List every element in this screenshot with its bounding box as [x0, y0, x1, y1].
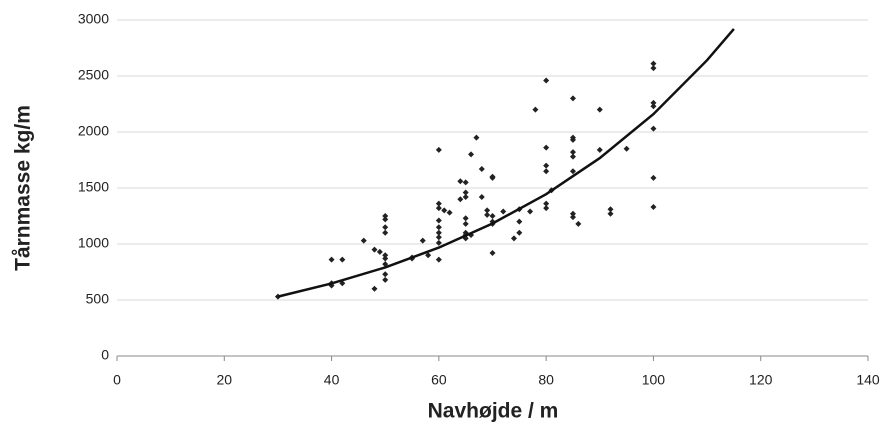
point	[382, 213, 389, 219]
point	[382, 276, 389, 283]
x-tick-label: 60	[431, 372, 447, 388]
point	[575, 220, 582, 227]
point	[650, 204, 657, 211]
point	[484, 207, 491, 214]
y-tick-label: 500	[86, 291, 110, 307]
point	[569, 149, 576, 156]
point	[473, 134, 480, 141]
point	[457, 196, 464, 203]
point	[462, 189, 469, 196]
point	[382, 255, 389, 262]
point	[527, 208, 534, 215]
point	[569, 210, 576, 217]
point	[382, 224, 389, 231]
point	[419, 237, 426, 244]
point	[607, 206, 614, 213]
point	[543, 77, 550, 84]
point	[435, 217, 442, 224]
point	[462, 179, 469, 186]
point	[532, 106, 539, 113]
point	[435, 200, 442, 207]
point	[569, 214, 576, 221]
point	[543, 144, 550, 151]
point	[543, 162, 550, 169]
x-tick-label: 80	[538, 372, 554, 388]
point	[376, 248, 383, 255]
point	[489, 249, 496, 256]
point	[441, 207, 448, 214]
point	[435, 224, 442, 231]
point	[650, 125, 657, 132]
point	[382, 271, 389, 278]
point	[371, 285, 378, 292]
point	[435, 234, 442, 241]
point	[569, 95, 576, 102]
point	[484, 211, 491, 218]
point	[435, 239, 442, 246]
x-tick-label: 140	[856, 372, 880, 388]
point	[478, 193, 485, 200]
x-tick-label: 100	[642, 372, 666, 388]
point	[543, 168, 550, 175]
point	[650, 60, 657, 67]
x-tick-label: 20	[216, 372, 232, 388]
point	[543, 200, 550, 207]
point	[569, 153, 576, 160]
point	[596, 106, 603, 113]
point	[516, 229, 523, 236]
fit-curve	[277, 28, 735, 298]
point	[446, 209, 453, 216]
x-tick-label: 120	[749, 372, 773, 388]
point	[382, 252, 389, 259]
x-tick-label: 0	[113, 372, 121, 388]
point	[462, 220, 469, 227]
y-tick-label: 3000	[78, 11, 109, 27]
point	[360, 237, 367, 244]
point	[457, 178, 464, 185]
point	[489, 174, 496, 181]
y-tick-label: 1000	[78, 235, 109, 251]
point	[500, 208, 507, 215]
point	[543, 205, 550, 212]
point	[569, 136, 576, 143]
point	[650, 174, 657, 181]
point	[489, 213, 496, 219]
x-axis-label: Navhøjde / m	[428, 400, 559, 423]
point	[425, 252, 432, 259]
point	[328, 256, 335, 263]
point	[435, 256, 442, 263]
y-tick-label: 1500	[78, 179, 109, 195]
y-axis-label: Tårnmasse kg/m	[12, 105, 35, 271]
y-tick-label: 2500	[78, 67, 109, 83]
point	[569, 168, 576, 175]
point	[371, 246, 378, 253]
point	[468, 151, 475, 158]
point	[650, 65, 657, 72]
y-tick-label: 2000	[78, 123, 109, 139]
x-tick-label: 40	[324, 372, 340, 388]
point	[382, 229, 389, 236]
y-tick-label: 0	[101, 347, 109, 363]
point	[435, 229, 442, 236]
point	[650, 103, 657, 110]
point	[339, 256, 346, 263]
point	[382, 216, 389, 223]
point	[478, 165, 485, 172]
point	[435, 146, 442, 153]
point	[462, 215, 469, 222]
point	[650, 99, 657, 106]
point	[607, 210, 614, 217]
point	[596, 146, 603, 153]
point	[462, 193, 469, 200]
point	[510, 235, 517, 242]
point	[623, 145, 630, 152]
point	[516, 218, 523, 225]
point	[435, 205, 442, 212]
